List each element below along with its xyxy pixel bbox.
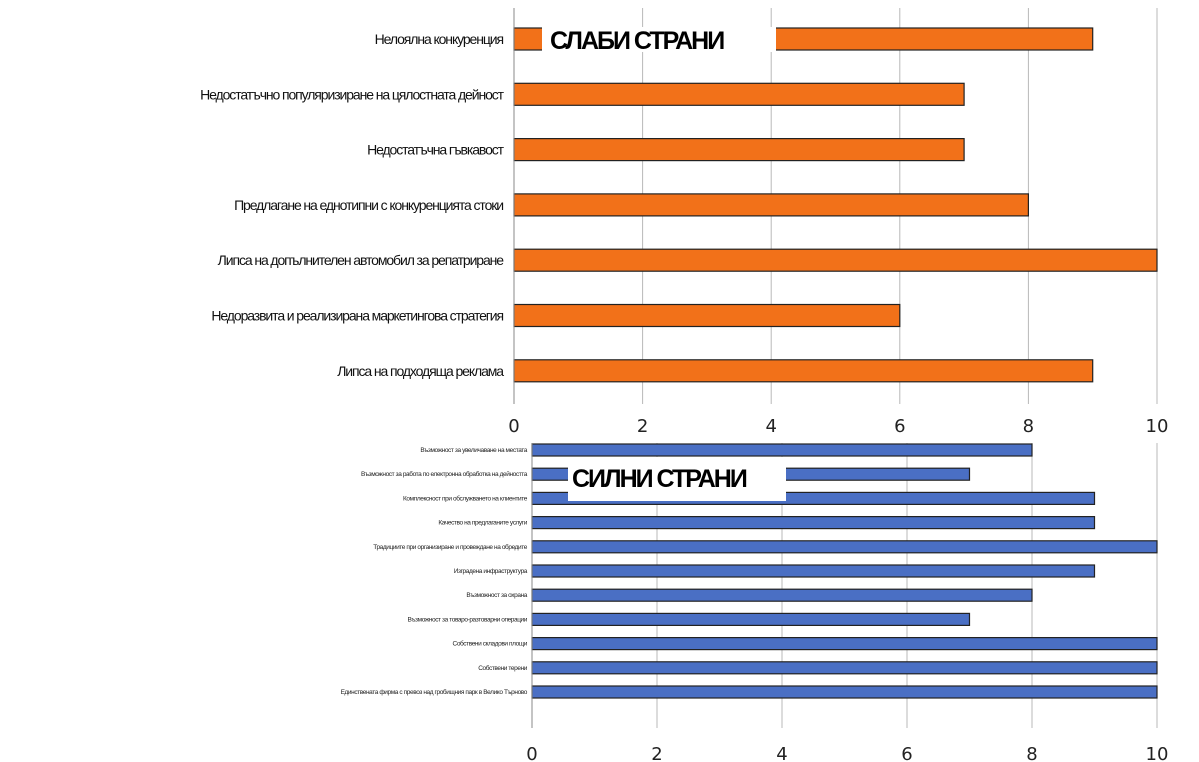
weak-bar bbox=[513, 82, 965, 106]
strong-category-label: Собствени терени bbox=[478, 664, 528, 672]
strong-bar bbox=[531, 588, 1033, 602]
strong-chart-title: СИЛНИ СТРАНИ bbox=[572, 465, 747, 493]
weak-tick-label: 4 bbox=[765, 416, 776, 437]
strong-category-label: Качество на предлаганите услуги bbox=[438, 520, 527, 527]
strong-category-label: Изградена инфраструктура bbox=[454, 568, 528, 575]
weak-sides-chart: 0 2 4 6 8 10 Нелоялна конкуренция Недостатъчно … bbox=[200, 8, 1168, 437]
strong-category-label: Възможност за охрана bbox=[466, 592, 527, 599]
strong-bar bbox=[531, 612, 971, 627]
weak-bar bbox=[513, 193, 1030, 217]
strong-category-label: Единствената фирма с превоз над гробищни… bbox=[341, 688, 528, 696]
weak-bar bbox=[513, 303, 901, 328]
strong-category-label: Комплексност при обслужването на клиенти… bbox=[403, 494, 528, 502]
strong-bar bbox=[531, 636, 1158, 651]
weak-tick-label: 0 bbox=[508, 416, 519, 437]
strong-category-label: Възможност за работа по електронна обраб… bbox=[361, 470, 528, 478]
weak-title-background bbox=[542, 27, 776, 52]
strong-category-label: Възможност за увеличаване на местата bbox=[420, 447, 527, 454]
strong-sides-chart: 0 2 4 6 8 10 Възможност за увеличаване на мест… bbox=[341, 443, 1169, 762]
weak-category-label: Недостатъчно популяризиране на цялостнат… bbox=[200, 86, 505, 102]
weak-bar bbox=[513, 138, 965, 162]
strong-tick-label: 4 bbox=[776, 744, 787, 762]
weak-category-label: Липса на допълнителен автомобил за репат… bbox=[218, 252, 505, 268]
strong-bar bbox=[531, 443, 1033, 457]
strong-tick-label: 0 bbox=[526, 744, 537, 762]
weak-category-label: Нелоялна конкуренция bbox=[375, 31, 504, 47]
strong-bar bbox=[531, 661, 1158, 675]
weak-category-label: Предлагане на еднотипни с конкуренцията … bbox=[234, 197, 503, 213]
strong-category-label: Възможност за товаро-разтоварни операции bbox=[407, 616, 527, 623]
strong-tick-label: 6 bbox=[901, 744, 912, 762]
weak-category-label: Недоразвита и реализирана маркетингова с… bbox=[211, 308, 503, 324]
strong-bar bbox=[531, 540, 1158, 554]
weak-bar bbox=[513, 248, 1158, 272]
weak-tick-label: 6 bbox=[894, 416, 905, 437]
weak-category-label: Недостатъчна гъвкавост bbox=[367, 142, 505, 158]
weak-category-label: Липса на подходяща реклама bbox=[337, 363, 504, 379]
weak-bar bbox=[513, 359, 1094, 383]
strong-title-background bbox=[568, 457, 786, 501]
strong-bar bbox=[531, 515, 1096, 530]
strong-bar bbox=[531, 564, 1096, 578]
weak-tick-label: 8 bbox=[1023, 416, 1034, 437]
weak-tick-label: 10 bbox=[1146, 416, 1169, 437]
strong-category-label: Собствени складови площи bbox=[453, 640, 528, 648]
weak-chart-title: СЛАБИ СТРАНИ bbox=[550, 27, 724, 55]
strong-tick-label: 10 bbox=[1146, 744, 1169, 762]
strong-category-label: Традициите при организиране и провеждане… bbox=[373, 543, 528, 551]
weak-tick-label: 2 bbox=[637, 416, 648, 437]
strong-bar bbox=[531, 685, 1158, 699]
strong-tick-label: 2 bbox=[651, 744, 662, 762]
strong-tick-label: 8 bbox=[1026, 744, 1037, 762]
